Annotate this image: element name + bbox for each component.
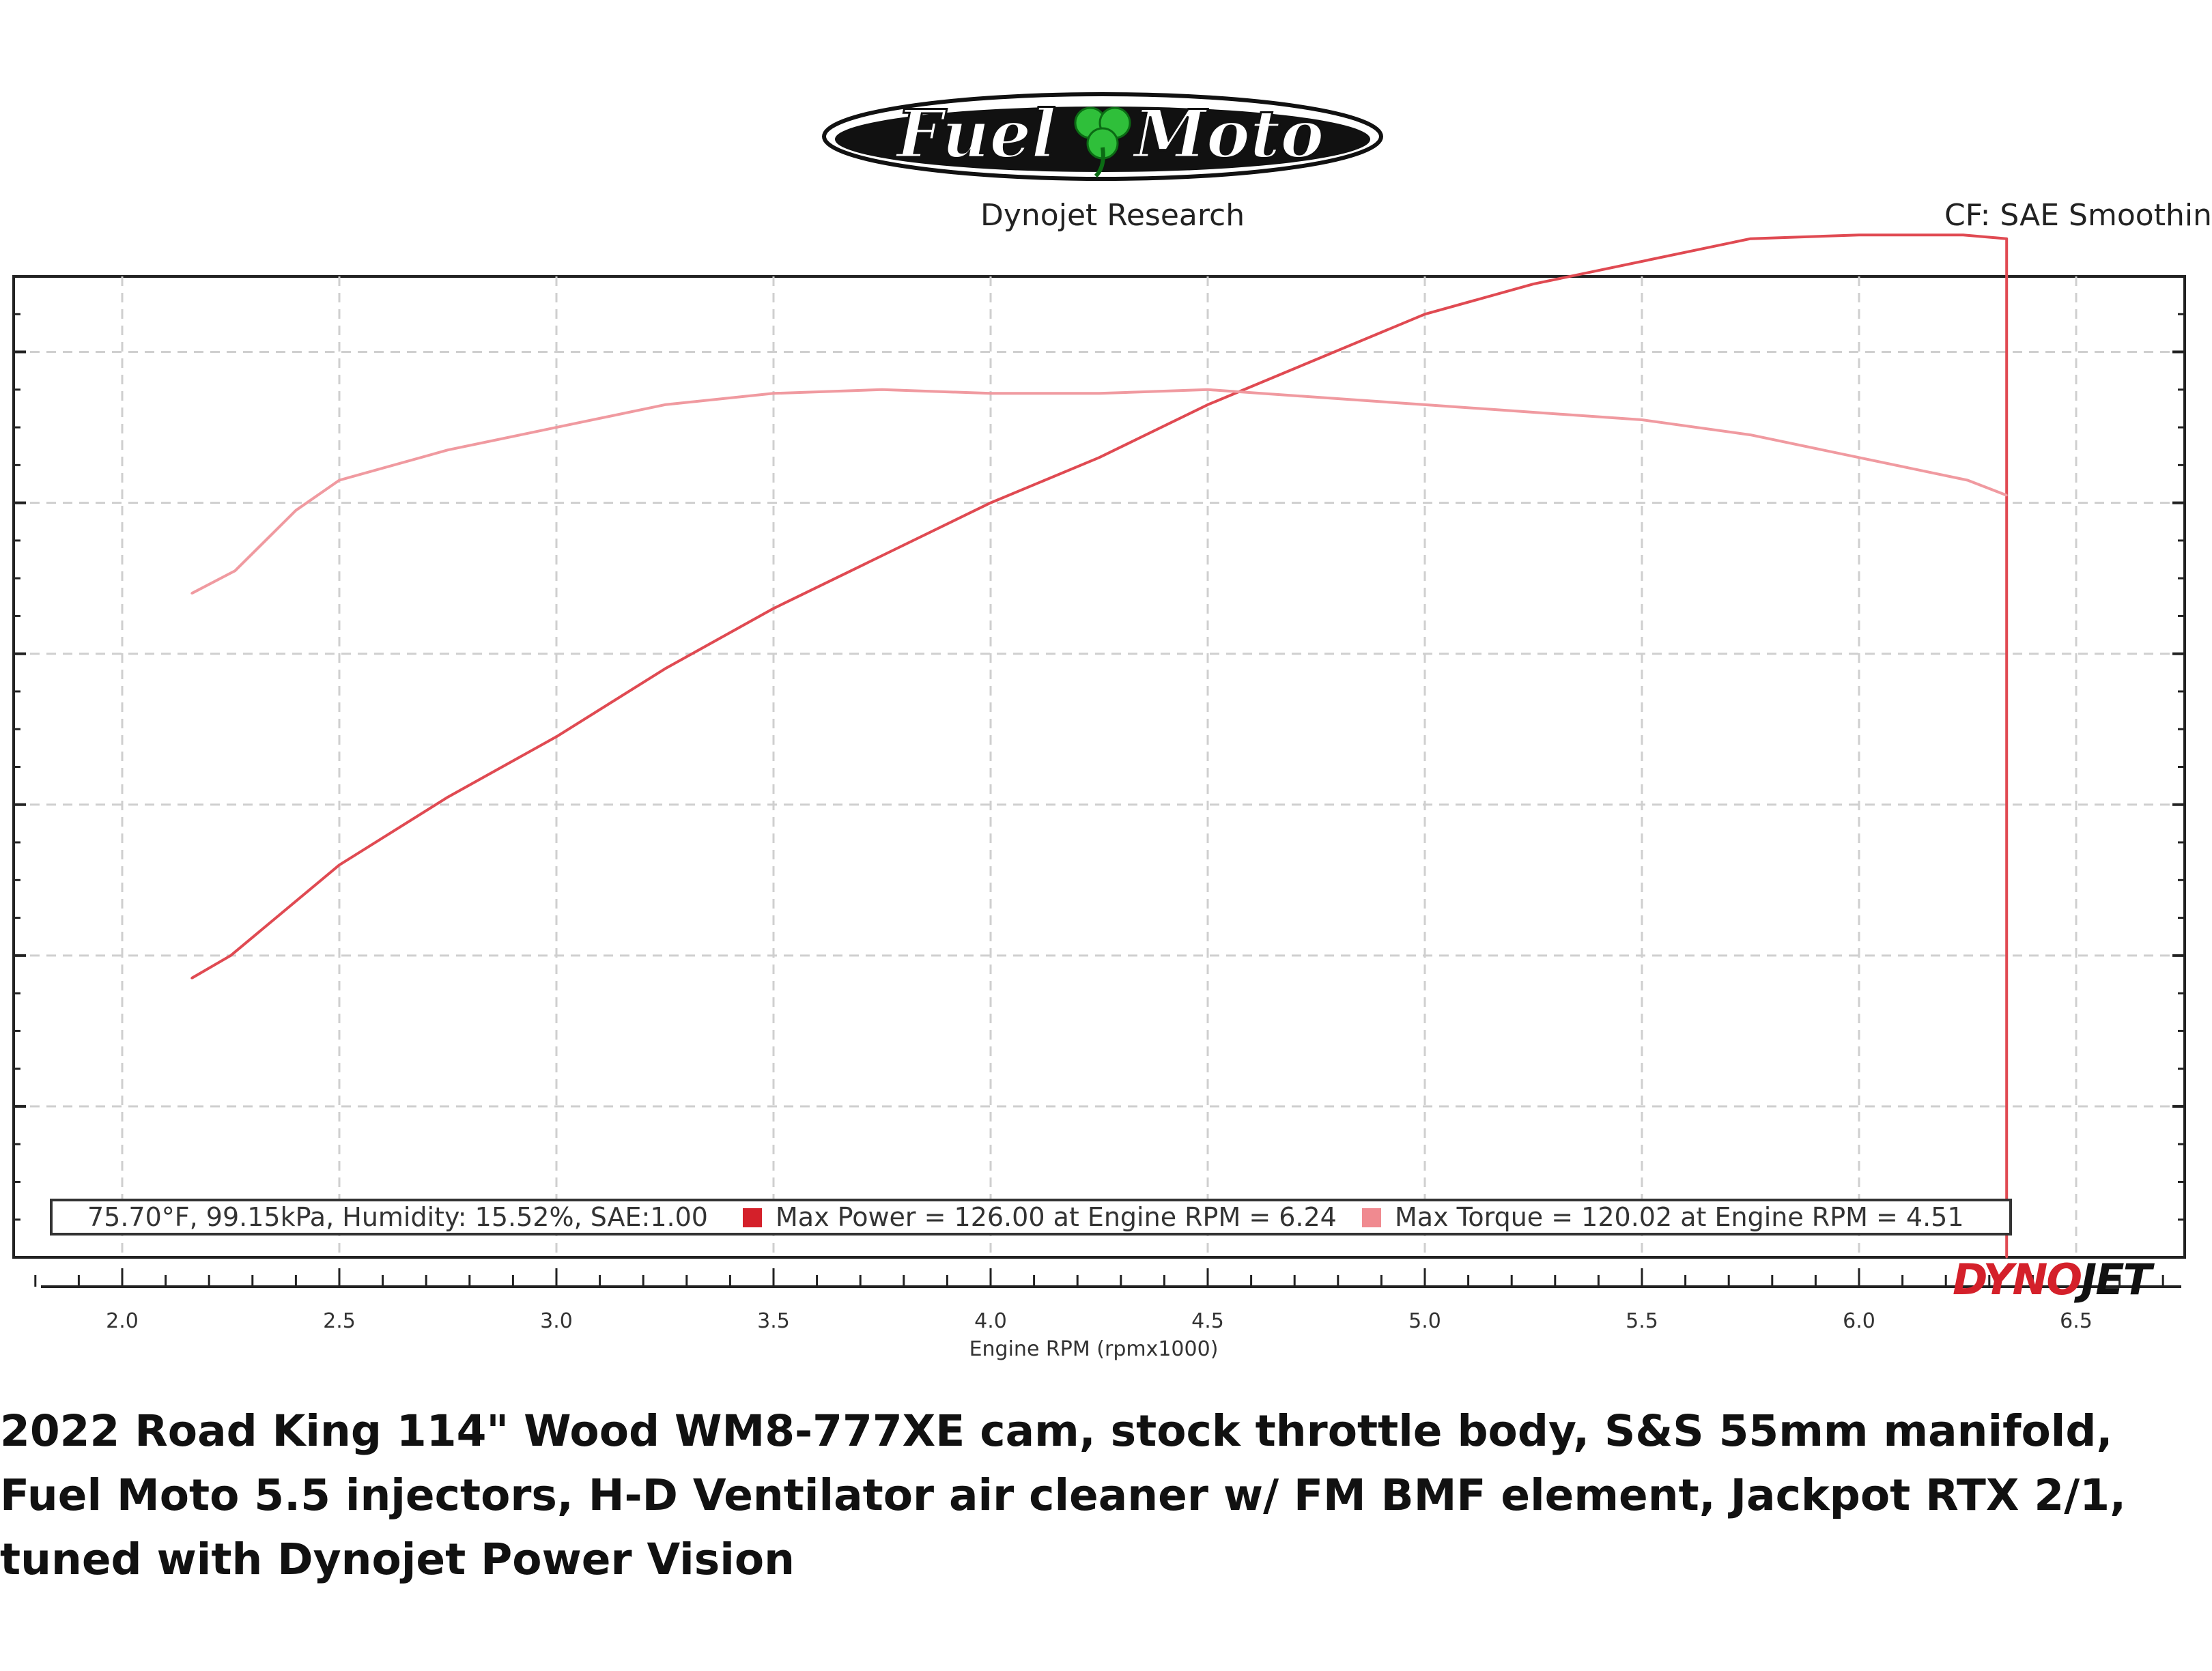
chart-grid bbox=[12, 275, 2186, 1259]
data-point-power bbox=[555, 735, 558, 738]
data-point-torque bbox=[1641, 418, 1643, 421]
legend-max-power: Max Power = 126.00 at Engine RPM = 6.24 bbox=[776, 1202, 1337, 1232]
data-point-torque bbox=[2005, 494, 2008, 497]
x-tick-label: 6.0 bbox=[1843, 1309, 1875, 1333]
data-point-power bbox=[989, 502, 992, 504]
x-tick-label: 6.5 bbox=[2060, 1309, 2093, 1333]
chart-axes: 2.0 2.5 3.0 3.5 4.0 4.5 5.0 5.5 6.0 6.5 bbox=[14, 313, 2185, 1333]
data-point-torque bbox=[1858, 456, 1860, 459]
x-tick-label: 4.0 bbox=[974, 1309, 1007, 1333]
data-point-torque bbox=[881, 388, 883, 391]
correction-factor-label: CF: SAE Smoothing bbox=[1944, 198, 2212, 233]
data-point-power bbox=[2005, 238, 2008, 240]
data-point-torque bbox=[772, 392, 775, 395]
data-point-power bbox=[772, 607, 775, 610]
data-point-power bbox=[446, 796, 449, 799]
dyno-chart: 2.0 2.5 3.0 3.5 4.0 4.5 5.0 5.5 6.0 6.5 75.70°F, … bbox=[12, 233, 2186, 1361]
logo-fuel-text: Fuel bbox=[894, 96, 1056, 173]
data-point-torque bbox=[989, 392, 992, 395]
legend-max-torque: Max Torque = 120.02 at Engine RPM = 4.51 bbox=[1395, 1202, 1964, 1232]
chart-caption: 2022 Road King 114" Wood WM8-777XE cam, … bbox=[0, 1406, 2127, 1584]
series-line-power bbox=[190, 233, 2009, 1257]
data-point-torque bbox=[338, 479, 341, 481]
fuel-moto-logo: Fuel Moto bbox=[822, 92, 1383, 181]
data-point-power bbox=[190, 977, 193, 980]
data-point-power bbox=[1315, 358, 1318, 361]
data-point-power bbox=[664, 668, 666, 670]
x-tick-label: 2.0 bbox=[106, 1309, 139, 1333]
legend-box bbox=[50, 1199, 2012, 1236]
legend-power-swatch bbox=[743, 1208, 762, 1227]
data-point-power bbox=[1098, 456, 1101, 459]
x-tick-label: 3.5 bbox=[757, 1309, 790, 1333]
data-point-power bbox=[881, 554, 883, 557]
data-point-torque bbox=[555, 426, 558, 429]
chart-subtitle: Dynojet Research bbox=[980, 198, 1245, 233]
data-point-torque bbox=[1966, 479, 1969, 481]
data-point-power bbox=[2005, 1256, 2008, 1259]
data-point-torque bbox=[1206, 388, 1209, 391]
data-point-torque bbox=[1098, 392, 1101, 395]
data-point-power bbox=[1641, 260, 1643, 263]
chart-legend: 75.70°F, 99.15kPa, Humidity: 15.52%, SAE… bbox=[50, 1199, 2012, 1236]
x-tick-label: 4.5 bbox=[1191, 1309, 1224, 1333]
data-point-torque bbox=[190, 592, 193, 595]
plot-area bbox=[12, 275, 2186, 1259]
data-point-power bbox=[1749, 238, 1752, 240]
data-point-torque bbox=[233, 569, 236, 572]
logo-moto-text: Moto bbox=[1132, 96, 1324, 173]
data-point-power bbox=[1962, 233, 1965, 236]
data-point-power bbox=[1532, 283, 1535, 285]
x-tick-label: 5.5 bbox=[1626, 1309, 1658, 1333]
data-point-power bbox=[338, 863, 341, 866]
data-point-power bbox=[1206, 403, 1209, 406]
x-tick-label: 2.5 bbox=[323, 1309, 356, 1333]
legend-conditions: 75.70°F, 99.15kPa, Humidity: 15.52%, SAE… bbox=[87, 1202, 708, 1232]
data-point-power bbox=[1858, 233, 1860, 236]
data-point-torque bbox=[1423, 403, 1426, 406]
x-tick-label: 5.0 bbox=[1408, 1309, 1441, 1333]
data-point-torque bbox=[664, 403, 666, 406]
dynojet-watermark-logo: DYNOJET bbox=[1953, 1255, 2152, 1304]
chart-series bbox=[190, 233, 2009, 1259]
shamrock-icon bbox=[1074, 106, 1131, 178]
data-point-torque bbox=[446, 448, 449, 451]
x-axis-label: Engine RPM (rpmx1000) bbox=[969, 1337, 1219, 1361]
x-tick-label: 3.0 bbox=[540, 1309, 573, 1333]
data-point-torque bbox=[1532, 411, 1535, 414]
data-point-power bbox=[1423, 313, 1426, 315]
legend-torque-swatch bbox=[1362, 1208, 1381, 1227]
data-point-torque bbox=[294, 509, 297, 512]
data-point-power bbox=[229, 954, 232, 957]
data-point-torque bbox=[1749, 433, 1752, 436]
